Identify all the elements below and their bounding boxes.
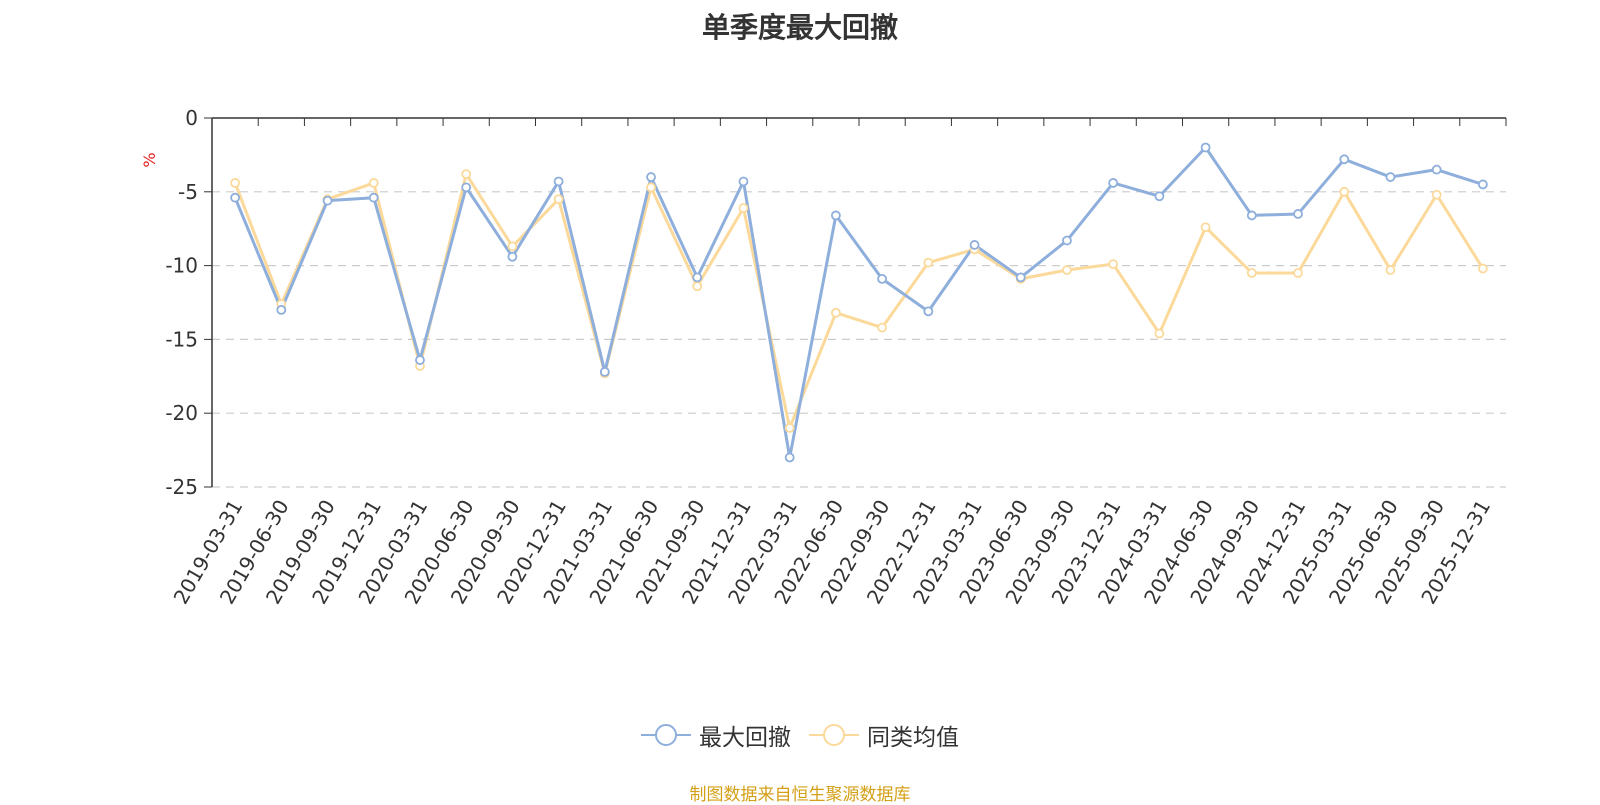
legend-label-peer-average: 同类均值	[867, 725, 959, 751]
legend-swatch-max-drawdown-icon	[641, 724, 691, 746]
data-point-0	[1339, 154, 1350, 165]
legend: 最大回撤 同类均值	[0, 718, 1600, 752]
legend-label-max-drawdown: 最大回撤	[699, 725, 791, 751]
chart-title: 单季度最大回撤	[701, 11, 898, 44]
data-point-1	[1062, 265, 1072, 275]
data-point-0	[830, 210, 841, 221]
data-point-1	[1108, 259, 1119, 270]
data-point-0	[784, 452, 795, 463]
y-tick-label: 0	[185, 106, 198, 130]
data-point-0	[692, 272, 703, 283]
data-point-1	[923, 257, 934, 268]
data-point-1	[1154, 328, 1165, 339]
data-point-0	[1154, 191, 1165, 202]
data-point-1	[830, 307, 841, 318]
data-point-0	[1477, 179, 1488, 190]
source-note: 制图数据来自恒生聚源数据库	[689, 785, 911, 805]
data-point-1	[784, 423, 795, 433]
data-point-0	[276, 304, 287, 315]
data-point-1	[1431, 189, 1442, 200]
data-point-1	[1246, 268, 1257, 278]
data-point-0	[322, 195, 333, 206]
data-point-1	[646, 182, 656, 193]
line-chart: 0-5-10-15-20-25%2019-03-312019-06-302019…	[140, 106, 1507, 608]
data-point-0	[738, 176, 749, 187]
data-point-0	[1015, 272, 1026, 283]
data-point-0	[1431, 164, 1442, 175]
data-point-0	[1293, 209, 1303, 219]
data-point-0	[969, 240, 980, 250]
data-point-0	[1108, 178, 1119, 188]
legend-swatch-peer-average-icon	[809, 724, 859, 746]
series-line-0	[233, 146, 1484, 459]
y-axis-label: %	[140, 152, 159, 167]
data-point-0	[461, 182, 472, 193]
y-tick-label: -10	[165, 254, 198, 278]
data-point-0	[1062, 235, 1072, 246]
data-point-1	[461, 169, 472, 179]
data-point-0	[553, 176, 564, 187]
y-tick-label: -5	[178, 180, 198, 204]
data-point-1	[877, 322, 888, 333]
data-point-1	[1477, 263, 1488, 274]
data-point-0	[230, 192, 241, 203]
data-point-1	[553, 194, 564, 205]
legend-item-peer-average[interactable]: 同类均值	[809, 718, 959, 752]
data-point-0	[877, 273, 888, 284]
data-point-1	[1339, 186, 1350, 197]
data-point-0	[1246, 210, 1257, 221]
data-point-0	[1200, 142, 1211, 153]
data-point-1	[1385, 265, 1396, 275]
data-point-0	[507, 251, 518, 262]
data-point-1	[692, 281, 703, 292]
data-point-0	[599, 366, 610, 377]
data-point-1	[738, 203, 749, 213]
data-point-1	[230, 178, 241, 188]
data-point-1	[507, 241, 518, 252]
data-point-1	[1293, 268, 1303, 278]
y-tick-label: -20	[165, 401, 198, 425]
data-point-1	[368, 178, 379, 188]
y-tick-label: -25	[165, 475, 198, 499]
y-tick-label: -15	[165, 327, 198, 351]
data-point-0	[368, 192, 379, 203]
data-point-1	[1200, 222, 1211, 233]
data-point-0	[415, 355, 425, 365]
legend-item-max-drawdown[interactable]: 最大回撤	[641, 718, 791, 752]
data-point-0	[1385, 172, 1396, 182]
data-point-0	[646, 172, 656, 182]
data-point-0	[923, 306, 934, 317]
